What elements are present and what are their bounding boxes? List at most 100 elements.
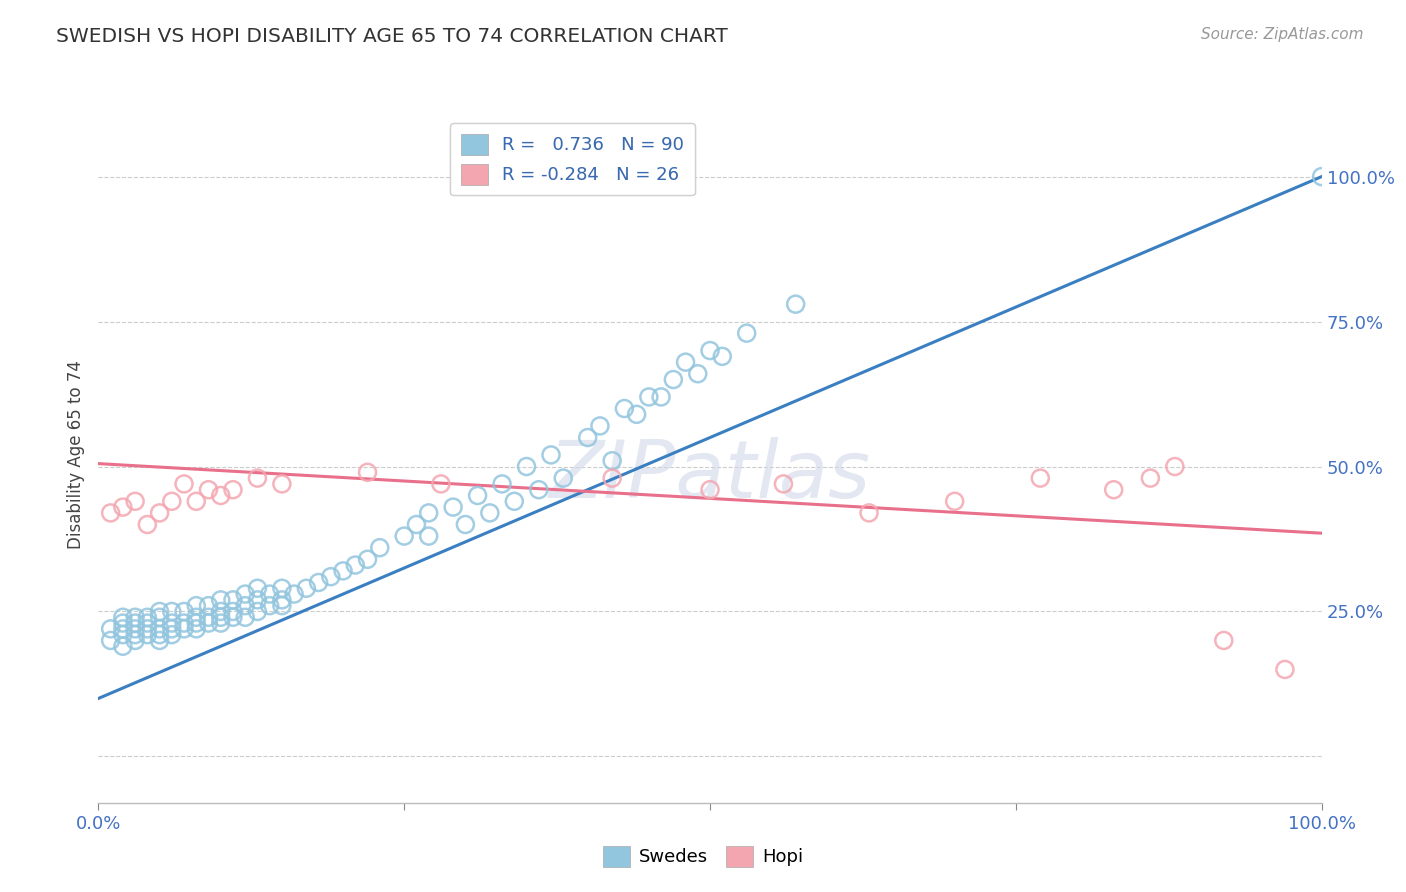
Point: [699, 483, 721, 497]
Point: [368, 541, 391, 555]
Point: [600, 471, 623, 485]
Point: [197, 615, 219, 630]
Point: [270, 582, 294, 596]
Point: [197, 599, 219, 613]
Point: [478, 506, 501, 520]
Point: [392, 529, 416, 543]
Point: [209, 592, 232, 607]
Point: [209, 605, 232, 619]
Point: [553, 471, 575, 485]
Point: [943, 494, 966, 508]
Point: [430, 476, 453, 491]
Point: [441, 500, 464, 514]
Point: [613, 401, 636, 416]
Point: [197, 610, 219, 624]
Point: [650, 390, 672, 404]
Point: [233, 610, 256, 624]
Point: [111, 615, 134, 630]
Point: [454, 517, 477, 532]
Point: [136, 628, 159, 642]
Point: [246, 605, 269, 619]
Text: ZIPatlas: ZIPatlas: [548, 437, 872, 515]
Point: [136, 615, 159, 630]
Point: [186, 599, 208, 613]
Point: [209, 489, 232, 503]
Point: [233, 587, 256, 601]
Point: [515, 459, 537, 474]
Point: [100, 633, 122, 648]
Point: [100, 622, 122, 636]
Point: [149, 506, 172, 520]
Point: [589, 419, 612, 434]
Legend: Swedes, Hopi: Swedes, Hopi: [596, 838, 810, 874]
Point: [173, 605, 195, 619]
Point: [222, 605, 245, 619]
Point: [405, 517, 427, 532]
Point: [197, 483, 219, 497]
Point: [160, 494, 183, 508]
Point: [111, 622, 134, 636]
Point: [711, 350, 734, 364]
Point: [160, 622, 183, 636]
Point: [186, 610, 208, 624]
Point: [124, 628, 146, 642]
Point: [344, 558, 367, 573]
Point: [160, 615, 183, 630]
Point: [259, 587, 281, 601]
Point: [124, 622, 146, 636]
Point: [111, 500, 134, 514]
Point: [149, 605, 172, 619]
Point: [100, 506, 122, 520]
Point: [186, 615, 208, 630]
Point: [503, 494, 526, 508]
Point: [858, 506, 880, 520]
Point: [246, 582, 269, 596]
Point: [124, 615, 146, 630]
Point: [160, 605, 183, 619]
Point: [576, 431, 599, 445]
Point: [270, 592, 294, 607]
Point: [233, 599, 256, 613]
Point: [111, 639, 134, 653]
Point: [527, 483, 550, 497]
Point: [149, 622, 172, 636]
Text: SWEDISH VS HOPI DISABILITY AGE 65 TO 74 CORRELATION CHART: SWEDISH VS HOPI DISABILITY AGE 65 TO 74 …: [56, 27, 728, 45]
Point: [149, 628, 172, 642]
Point: [270, 476, 294, 491]
Point: [1212, 633, 1234, 648]
Point: [186, 622, 208, 636]
Point: [418, 506, 440, 520]
Point: [124, 610, 146, 624]
Point: [209, 615, 232, 630]
Point: [160, 628, 183, 642]
Point: [467, 489, 489, 503]
Point: [1139, 471, 1161, 485]
Point: [1274, 662, 1296, 677]
Point: [111, 628, 134, 642]
Point: [785, 297, 807, 311]
Point: [319, 570, 342, 584]
Point: [675, 355, 697, 369]
Point: [246, 471, 269, 485]
Point: [136, 622, 159, 636]
Point: [124, 494, 146, 508]
Point: [686, 367, 709, 381]
Point: [1102, 483, 1125, 497]
Point: [418, 529, 440, 543]
Point: [222, 610, 245, 624]
Point: [283, 587, 305, 601]
Point: [136, 610, 159, 624]
Point: [356, 552, 378, 566]
Point: [356, 466, 378, 480]
Point: [735, 326, 758, 341]
Point: [1164, 459, 1187, 474]
Point: [1310, 169, 1333, 184]
Point: [186, 494, 208, 508]
Point: [626, 407, 648, 422]
Point: [222, 483, 245, 497]
Point: [173, 615, 195, 630]
Point: [111, 610, 134, 624]
Y-axis label: Disability Age 65 to 74: Disability Age 65 to 74: [66, 360, 84, 549]
Point: [270, 599, 294, 613]
Point: [149, 633, 172, 648]
